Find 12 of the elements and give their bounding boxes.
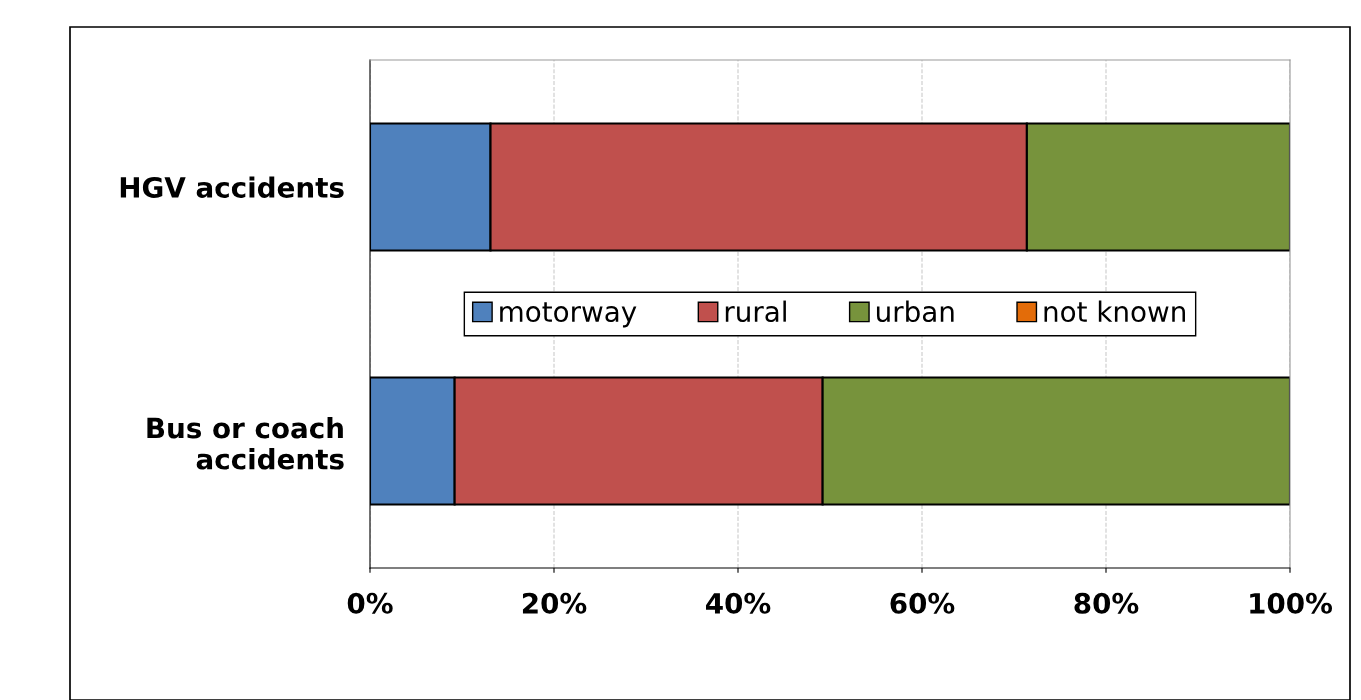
x-tick-label: 0% <box>347 592 393 614</box>
legend-label: not known <box>1044 300 1185 323</box>
x-tick-label: 20% <box>522 592 587 614</box>
y-tick-label: HGV accidents <box>120 176 344 198</box>
x-tick-label: 60% <box>890 592 955 614</box>
x-tick-label: 80% <box>1074 592 1139 614</box>
legend-label: urban <box>876 300 954 323</box>
x-tick-label: 40% <box>706 592 771 614</box>
legend-label: motorway <box>500 302 637 328</box>
legend-label: rural <box>725 300 786 323</box>
x-tick-label: 100% <box>1250 592 1333 614</box>
y-tick-label: Bus or coach accidents <box>147 417 344 470</box>
